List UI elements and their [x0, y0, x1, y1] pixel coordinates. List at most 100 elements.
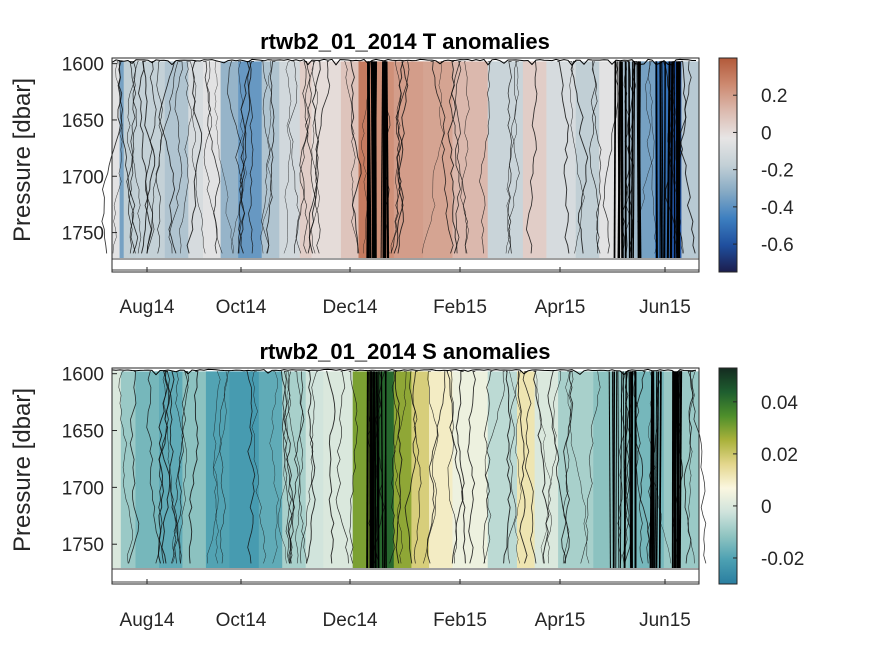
y-axis-ticks: 1600 1650 1700 1750	[62, 55, 117, 245]
contour-line	[394, 370, 403, 564]
contour-line	[446, 370, 464, 564]
contour-line	[171, 371, 189, 564]
contour-line	[661, 61, 664, 259]
chart-title: rtwb2_01_2014 T anomalies	[260, 29, 550, 54]
x-tick-label: Jun15	[639, 610, 691, 631]
contour-line	[503, 370, 512, 564]
contour-line	[375, 371, 380, 569]
heatmap-cell	[640, 61, 656, 259]
contour-line	[335, 371, 349, 564]
contour-line	[371, 371, 375, 569]
y-tick-label: 1750	[62, 535, 104, 556]
contour-line	[612, 371, 616, 569]
contour-line	[687, 371, 696, 564]
contour-line	[637, 61, 642, 259]
contour-line	[161, 370, 175, 564]
heatmap-cell	[452, 61, 489, 259]
contour-line	[307, 60, 331, 254]
contour-line	[305, 370, 316, 564]
contour-line	[608, 371, 611, 569]
contour-line	[507, 371, 521, 564]
heatmap-cell	[258, 371, 283, 568]
contour-line	[421, 61, 444, 254]
x-tick-label: Dec14	[323, 297, 378, 318]
contour-line	[547, 370, 570, 564]
heatmap-cell	[323, 371, 353, 568]
contour-line	[624, 371, 627, 569]
contour-line	[479, 61, 491, 254]
pressure-trace-top	[111, 368, 697, 376]
contour-line	[280, 370, 295, 564]
contour-line	[175, 371, 187, 564]
contour-line	[146, 371, 160, 564]
contour-line	[247, 61, 254, 254]
contour-line	[618, 61, 622, 259]
contour-line	[680, 60, 696, 254]
heatmap-cell	[112, 371, 122, 568]
contour-line	[509, 371, 522, 564]
y-tick-label: 1750	[62, 224, 104, 245]
contour-line	[645, 61, 658, 254]
contour-line	[557, 60, 570, 254]
contour-line	[507, 61, 512, 254]
contour-line	[522, 371, 537, 564]
contour-line	[426, 370, 446, 564]
y-axis-label: Pressure [dbar]	[9, 78, 36, 242]
y-tick-label: 1700	[62, 167, 104, 188]
contour-line	[393, 60, 404, 254]
heatmap-cell	[205, 371, 230, 568]
x-tick-label: Jun15	[639, 297, 691, 318]
heatmap-cell	[628, 371, 665, 568]
x-axis-ticks: Aug14 Oct14 Dec14 Feb15 Apr15 Jun15	[120, 267, 691, 318]
colorbar-scale	[718, 367, 738, 585]
contour-line	[294, 61, 312, 254]
contour-line	[260, 61, 273, 254]
contour-line	[482, 371, 493, 564]
y-tick-label: 1700	[62, 478, 104, 499]
x-tick-label: Oct14	[216, 297, 267, 318]
contour-line	[589, 61, 600, 254]
contour-line	[455, 370, 466, 564]
s-anomalies-panel: rtwb2_01_2014 S anomalies Pressure [dbar…	[9, 339, 804, 631]
contour-line	[186, 60, 203, 254]
contour-line	[350, 60, 362, 254]
colorbar-tick-label: -0.2	[761, 161, 794, 182]
heatmap-cell	[522, 61, 547, 259]
contour-line	[580, 371, 601, 564]
contour-line	[238, 60, 252, 254]
contour-line	[611, 371, 614, 569]
contour-line	[163, 370, 182, 564]
x-tick-label: Aug14	[120, 297, 175, 318]
heatmap-cell	[112, 61, 120, 259]
contour-line	[654, 371, 658, 569]
contour-line	[168, 61, 183, 254]
contour-line	[628, 61, 631, 259]
x-tick-label: Feb15	[433, 297, 487, 318]
contour-line	[179, 61, 192, 254]
heatmap-cell	[220, 61, 239, 259]
x-tick-label: Oct14	[216, 610, 267, 631]
heatmap-cell	[558, 371, 594, 568]
y-tick-label: 1600	[62, 365, 104, 386]
colorbar: 0.2 0 -0.2 -0.4 -0.6	[718, 57, 794, 273]
t-anomalies-panel: rtwb2_01_2014 T anomalies Pressure [dbar…	[9, 29, 794, 318]
heatmap-cell	[120, 371, 136, 568]
contour-line	[348, 371, 358, 564]
heatmap-plot-area	[101, 57, 700, 273]
contour-line	[621, 61, 624, 259]
contour-line	[652, 371, 655, 569]
plot-frame	[111, 57, 700, 273]
contour-line	[294, 371, 308, 564]
x-axis-ticks: Aug14 Oct14 Dec14 Feb15 Apr15 Jun15	[120, 579, 691, 631]
contour-line	[127, 61, 142, 254]
contour-line	[454, 61, 468, 254]
heatmap-cell	[411, 371, 430, 568]
contour-line	[396, 61, 409, 254]
heatmap-cell	[681, 61, 700, 259]
contour-line	[630, 61, 634, 259]
heatmap-cell	[229, 371, 260, 568]
contour-line	[366, 371, 369, 569]
contour-line	[615, 371, 618, 569]
colorbar-tick-label: -0.4	[761, 198, 794, 219]
contour-line	[619, 371, 623, 569]
